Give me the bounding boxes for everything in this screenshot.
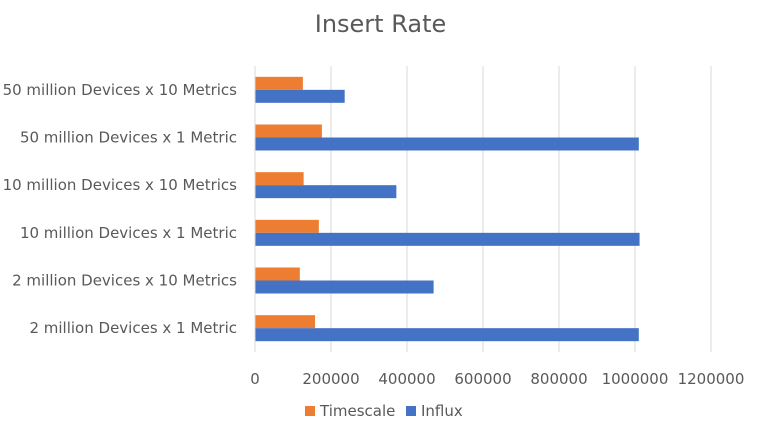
legend-swatch-timescale xyxy=(305,406,315,416)
axis: 0 200000 400000 600000 800000 1000000 1200000 xyxy=(250,66,744,388)
bar-timescale xyxy=(255,124,322,138)
bar-timescale xyxy=(255,315,316,329)
bar-influx xyxy=(255,89,345,103)
legend-label-influx: Influx xyxy=(421,402,463,420)
x-tick-label: 600000 xyxy=(454,370,511,388)
bar-influx xyxy=(255,137,639,151)
bar-timescale xyxy=(255,76,303,90)
category-label: 50 million Devices x 1 Metric xyxy=(20,129,237,147)
x-tick-label: 800000 xyxy=(530,370,587,388)
category-label: 2 million Devices x 10 Metrics xyxy=(12,272,237,290)
bar-influx xyxy=(255,328,639,342)
legend: Timescale Influx xyxy=(305,402,463,420)
category-labels: 2 million Devices x 1 Metric 2 million De… xyxy=(3,81,238,337)
x-tick-label: 1200000 xyxy=(678,370,745,388)
category-label: 10 million Devices x 1 Metric xyxy=(20,224,237,242)
category-label: 10 million Devices x 10 Metrics xyxy=(3,176,238,194)
bars xyxy=(255,76,640,342)
bar-influx xyxy=(255,280,434,294)
bar-timescale xyxy=(255,219,319,233)
bar-influx xyxy=(255,185,397,199)
chart-title: Insert Rate xyxy=(314,10,447,38)
legend-swatch-influx xyxy=(406,406,416,416)
x-tick-label: 1000000 xyxy=(602,370,669,388)
legend-label-timescale: Timescale xyxy=(319,402,395,420)
x-tick-label: 400000 xyxy=(378,370,435,388)
x-tick-label: 0 xyxy=(250,370,260,388)
grid-lines xyxy=(254,66,712,352)
bar-timescale xyxy=(255,172,304,186)
bar-influx xyxy=(255,232,640,246)
x-tick-label: 200000 xyxy=(302,370,359,388)
bar-timescale xyxy=(255,267,300,281)
category-label: 2 million Devices x 1 Metric xyxy=(29,319,237,337)
category-label: 50 million Devices x 10 Metrics xyxy=(3,81,238,99)
